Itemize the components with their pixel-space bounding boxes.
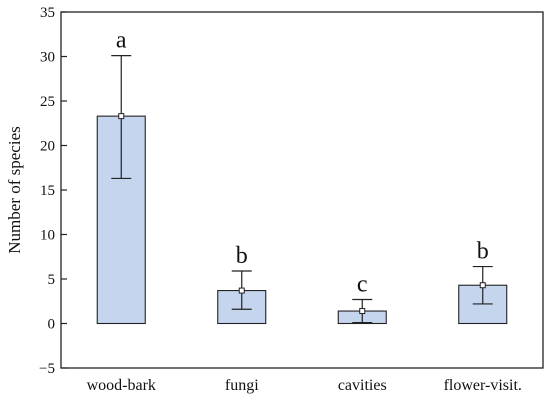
y-axis-label: Number of species — [5, 126, 24, 253]
significance-letter: b — [477, 239, 489, 265]
mean-points — [118, 113, 486, 315]
y-tick-label: 10 — [40, 228, 55, 244]
y-tick-label: 5 — [48, 272, 56, 288]
significance-letter: a — [116, 28, 127, 54]
x-tick-label: cavities — [338, 377, 387, 394]
mean-point — [479, 282, 486, 289]
y-tick-label: 20 — [40, 139, 55, 155]
bars — [96, 115, 508, 325]
y-tick-label: 25 — [40, 94, 55, 110]
mean-point — [238, 287, 245, 294]
y-tick-label: 0 — [48, 317, 56, 333]
y-tick-label: −5 — [39, 361, 55, 377]
significance-letters: a b c b — [116, 28, 489, 298]
y-tick-label: 35 — [40, 5, 55, 21]
mean-point — [118, 113, 125, 120]
significance-letter: b — [236, 243, 248, 269]
significance-letter: c — [357, 271, 368, 297]
x-tick-label: wood-bark — [87, 377, 156, 394]
y-tick-label: 30 — [40, 50, 55, 66]
y-tick-label: 15 — [40, 183, 55, 199]
y-axis-ticks: −5 0 5 10 15 20 25 30 35 — [39, 5, 67, 377]
x-tick-label: flower-visit. — [444, 377, 522, 394]
x-tick-label: fungi — [225, 377, 259, 394]
mean-point — [359, 308, 366, 315]
error-bars — [111, 55, 493, 324]
x-axis-labels: wood-bark fungi cavities flower-visit. — [87, 377, 522, 394]
